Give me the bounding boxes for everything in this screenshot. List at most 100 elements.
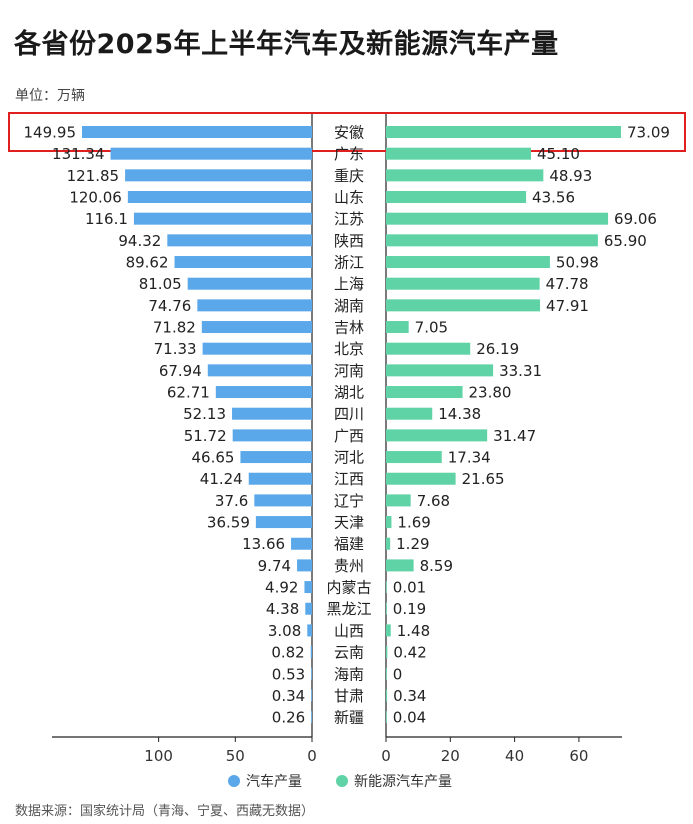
right-value-label: 1.69	[397, 514, 430, 532]
right-bar-河南	[386, 364, 494, 377]
right-value-label: 1.48	[397, 622, 430, 640]
right-bar-江苏	[386, 212, 609, 225]
right-bar-海南	[386, 667, 387, 680]
left-value-label: 74.76	[148, 297, 191, 315]
right-bar-新疆	[386, 711, 387, 724]
left-bar-湖南	[197, 299, 312, 312]
left-bar-海南	[311, 667, 312, 680]
province-label: 甘肃	[334, 687, 364, 705]
left-axis-tick-label: 100	[144, 747, 173, 765]
legend-marker-nev-output	[336, 775, 348, 787]
province-label: 山东	[334, 189, 364, 207]
province-label: 江苏	[334, 210, 364, 228]
left-value-label: 0.53	[272, 665, 305, 683]
unit-label: 单位：万辆	[15, 88, 85, 104]
province-label: 四川	[334, 405, 364, 423]
province-label: 福建	[334, 535, 364, 553]
province-label: 河北	[334, 449, 364, 467]
left-value-label: 51.72	[184, 427, 227, 445]
right-value-label: 17.34	[448, 449, 491, 467]
right-bar-黑龙江	[386, 602, 387, 615]
province-label: 广东	[334, 145, 364, 163]
right-value-label: 21.65	[462, 470, 505, 488]
left-bar-浙江	[174, 256, 312, 269]
left-value-label: 81.05	[139, 275, 182, 293]
province-label: 河南	[334, 362, 364, 380]
province-label: 天津	[334, 514, 364, 532]
right-bar-吉林	[386, 321, 409, 334]
right-bar-内蒙古	[386, 581, 387, 594]
left-bar-陕西	[167, 234, 312, 247]
right-value-label: 47.91	[546, 297, 589, 315]
left-bar-河南	[207, 364, 312, 377]
left-bar-河北	[240, 451, 312, 464]
right-value-label: 31.47	[493, 427, 536, 445]
left-value-label: 120.06	[69, 189, 122, 207]
province-label: 浙江	[334, 254, 364, 272]
left-bar-山西	[307, 624, 312, 637]
left-bar-福建	[291, 537, 312, 550]
province-label: 陕西	[334, 232, 364, 250]
right-value-label: 69.06	[614, 210, 657, 228]
right-value-label: 1.29	[396, 535, 429, 553]
province-label: 海南	[334, 665, 364, 683]
left-value-label: 37.6	[215, 492, 248, 510]
legend-marker-car-output	[228, 775, 240, 787]
province-label: 湖南	[334, 297, 364, 315]
left-bar-江苏	[133, 212, 312, 225]
right-value-label: 73.09	[627, 124, 670, 142]
left-axis-tick-label: 0	[307, 747, 317, 765]
right-value-label: 0	[393, 665, 403, 683]
right-value-label: 23.80	[469, 384, 512, 402]
data-source-note: 数据来源：国家统计局（青海、宁夏、西藏无数据）	[15, 804, 315, 819]
right-bar-北京	[386, 342, 471, 355]
right-value-label: 14.38	[438, 405, 481, 423]
right-value-label: 43.56	[532, 189, 575, 207]
right-bar-贵州	[386, 559, 414, 572]
province-label: 黑龙江	[326, 600, 371, 618]
left-bar-四川	[232, 407, 312, 420]
left-value-label: 13.66	[242, 535, 285, 553]
right-value-label: 47.78	[546, 275, 589, 293]
right-bar-辽宁	[386, 494, 411, 507]
legend-label-car-output: 汽车产量	[246, 773, 302, 790]
right-axis-tick-label: 60	[569, 747, 588, 765]
left-value-label: 0.82	[271, 644, 304, 662]
left-bar-黑龙江	[305, 602, 312, 615]
right-bar-广西	[386, 429, 488, 442]
left-value-label: 62.71	[167, 384, 210, 402]
left-value-label: 9.74	[258, 557, 291, 575]
right-bar-重庆	[386, 169, 544, 182]
right-axis-tick-label: 40	[505, 747, 524, 765]
province-label: 湖北	[334, 384, 364, 402]
province-label: 云南	[334, 644, 364, 662]
right-bar-江西	[386, 472, 456, 485]
left-value-label: 36.59	[207, 514, 250, 532]
right-value-label: 0.19	[393, 600, 426, 618]
right-axis-tick-label: 20	[441, 747, 460, 765]
province-label: 北京	[334, 340, 364, 358]
left-value-label: 0.26	[272, 709, 305, 727]
right-value-label: 0.04	[393, 709, 426, 727]
right-axis-tick-label: 0	[381, 747, 391, 765]
right-bar-安徽	[386, 126, 621, 138]
left-bar-内蒙古	[304, 581, 312, 594]
left-bar-贵州	[297, 559, 312, 572]
right-bar-陕西	[386, 234, 598, 247]
right-bar-上海	[386, 277, 540, 290]
left-value-label: 52.13	[183, 405, 226, 423]
left-value-label: 4.38	[266, 600, 299, 618]
right-value-label: 7.05	[415, 319, 448, 337]
left-bar-甘肃	[311, 689, 312, 702]
left-value-label: 121.85	[67, 167, 120, 185]
left-bar-吉林	[201, 321, 312, 334]
right-bar-浙江	[386, 256, 550, 269]
left-bar-上海	[187, 277, 312, 290]
left-bar-江西	[248, 472, 312, 485]
legend-label-nev-output: 新能源汽车产量	[354, 773, 452, 790]
province-label: 新疆	[334, 709, 364, 727]
left-bar-广东	[110, 147, 312, 160]
right-bar-山西	[386, 624, 391, 637]
chart-title: 各省份2025年上半年汽车及新能源汽车产量	[14, 29, 559, 60]
left-value-label: 3.08	[268, 622, 301, 640]
